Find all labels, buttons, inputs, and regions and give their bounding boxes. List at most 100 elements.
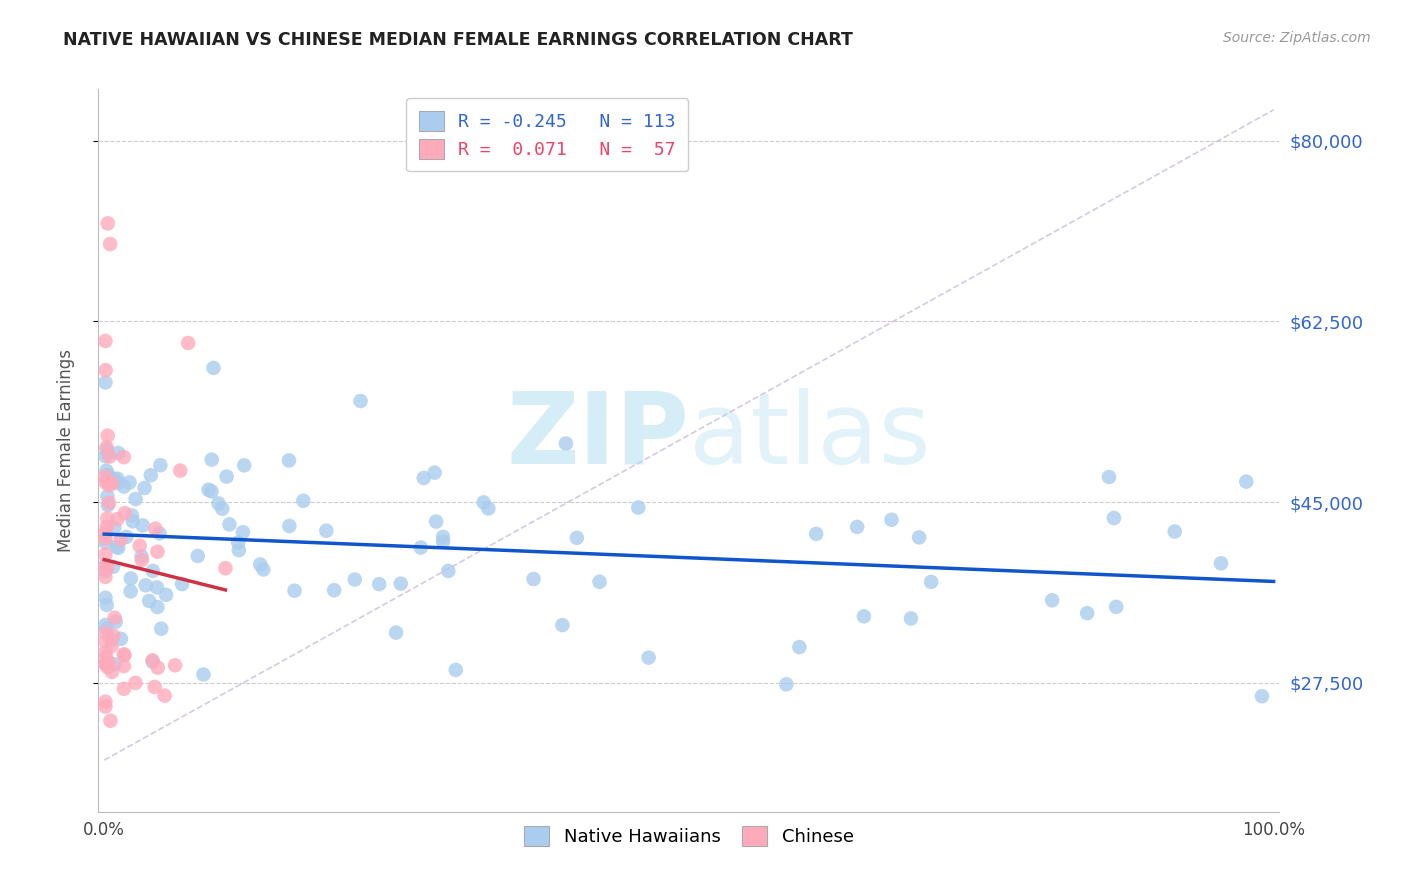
- Point: [637, 650, 659, 665]
- Point: [138, 594, 160, 608]
- Point: [165, 658, 187, 673]
- Point: [94, 564, 117, 578]
- Point: [153, 689, 176, 703]
- Point: [207, 496, 229, 510]
- Point: [146, 580, 169, 594]
- Point: [197, 483, 219, 497]
- Point: [343, 573, 366, 587]
- Point: [908, 530, 931, 544]
- Point: [110, 632, 132, 646]
- Point: [97, 216, 120, 230]
- Point: [100, 639, 122, 653]
- Point: [97, 656, 120, 670]
- Point: [432, 530, 454, 544]
- Point: [110, 533, 132, 547]
- Point: [627, 500, 650, 515]
- Point: [588, 574, 610, 589]
- Point: [105, 540, 128, 554]
- Point: [193, 667, 215, 681]
- Point: [1251, 690, 1274, 704]
- Point: [96, 560, 118, 574]
- Point: [150, 622, 173, 636]
- Point: [389, 576, 412, 591]
- Point: [218, 517, 240, 532]
- Point: [124, 491, 146, 506]
- Point: [94, 570, 117, 584]
- Point: [143, 680, 166, 694]
- Point: [121, 514, 143, 528]
- Point: [94, 562, 117, 576]
- Point: [94, 618, 117, 632]
- Point: [94, 657, 117, 671]
- Point: [101, 665, 124, 679]
- Point: [278, 453, 301, 467]
- Point: [804, 527, 827, 541]
- Point: [94, 558, 117, 572]
- Point: [107, 512, 129, 526]
- Point: [146, 544, 169, 558]
- Point: [143, 522, 166, 536]
- Point: [432, 534, 454, 549]
- Point: [170, 577, 193, 591]
- Point: [437, 564, 460, 578]
- Point: [107, 541, 129, 555]
- Point: [228, 543, 250, 558]
- Point: [96, 649, 118, 664]
- Legend: Native Hawaiians, Chinese: Native Hawaiians, Chinese: [513, 815, 865, 857]
- Point: [114, 506, 136, 520]
- Point: [100, 714, 122, 728]
- Point: [1234, 475, 1257, 489]
- Point: [201, 452, 224, 467]
- Point: [94, 548, 117, 562]
- Point: [114, 648, 136, 663]
- Point: [120, 584, 142, 599]
- Point: [104, 615, 127, 629]
- Point: [202, 360, 225, 375]
- Y-axis label: Median Female Earnings: Median Female Earnings: [56, 349, 75, 552]
- Point: [349, 394, 371, 409]
- Point: [555, 436, 578, 450]
- Point: [112, 450, 135, 465]
- Point: [94, 657, 117, 671]
- Point: [226, 535, 249, 549]
- Point: [115, 530, 138, 544]
- Point: [103, 611, 125, 625]
- Point: [551, 618, 574, 632]
- Point: [852, 609, 875, 624]
- Point: [211, 501, 233, 516]
- Point: [131, 518, 153, 533]
- Point: [94, 695, 117, 709]
- Point: [101, 559, 124, 574]
- Point: [252, 562, 274, 576]
- Point: [105, 472, 128, 486]
- Text: ZIP: ZIP: [506, 387, 689, 484]
- Point: [94, 591, 117, 605]
- Point: [522, 572, 544, 586]
- Point: [94, 532, 117, 546]
- Point: [94, 475, 117, 490]
- Point: [148, 526, 170, 541]
- Point: [94, 699, 117, 714]
- Point: [444, 663, 467, 677]
- Point: [146, 600, 169, 615]
- Point: [103, 521, 125, 535]
- Point: [920, 574, 942, 589]
- Point: [155, 588, 177, 602]
- Text: NATIVE HAWAIIAN VS CHINESE MEDIAN FEMALE EARNINGS CORRELATION CHART: NATIVE HAWAIIAN VS CHINESE MEDIAN FEMALE…: [63, 31, 853, 49]
- Point: [315, 524, 337, 538]
- Point: [409, 541, 432, 555]
- Point: [249, 558, 271, 572]
- Point: [94, 363, 117, 377]
- Point: [146, 660, 169, 674]
- Point: [94, 645, 117, 659]
- Point: [96, 489, 118, 503]
- Point: [1164, 524, 1187, 539]
- Text: atlas: atlas: [689, 387, 931, 484]
- Point: [187, 549, 209, 563]
- Point: [96, 441, 118, 455]
- Point: [94, 376, 117, 390]
- Point: [368, 577, 391, 591]
- Point: [565, 531, 588, 545]
- Point: [775, 677, 797, 691]
- Point: [425, 515, 447, 529]
